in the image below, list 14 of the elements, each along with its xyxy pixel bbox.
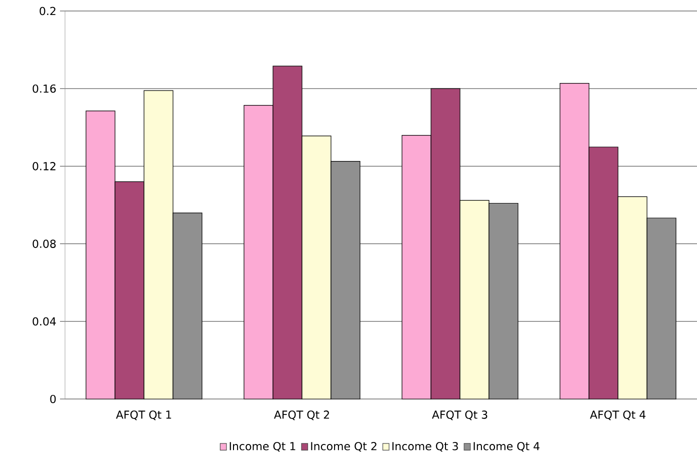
y-tick-label: 0.08: [32, 240, 56, 248]
legend-label: Income Qt 4: [474, 442, 540, 452]
x-tick-label: AFQT Qt 3: [432, 410, 488, 420]
legend-label: Income Qt 3: [392, 442, 458, 452]
y-tick-label: 0.16: [32, 84, 56, 93]
x-tick-label: AFQT Qt 2: [274, 410, 329, 420]
legend-label: Income Qt 1: [230, 442, 296, 452]
y-tick-label: 0.04: [32, 317, 56, 326]
legend-label: Income Qt 2: [311, 442, 376, 452]
y-tick-label: 0.12: [32, 162, 56, 170]
x-tick-label: AFQT Qt 1: [116, 410, 172, 420]
y-tick-label: 0: [50, 394, 56, 404]
x-tick-label: AFQT Qt 4: [590, 410, 646, 420]
y-tick-label: 0.2: [40, 6, 56, 16]
